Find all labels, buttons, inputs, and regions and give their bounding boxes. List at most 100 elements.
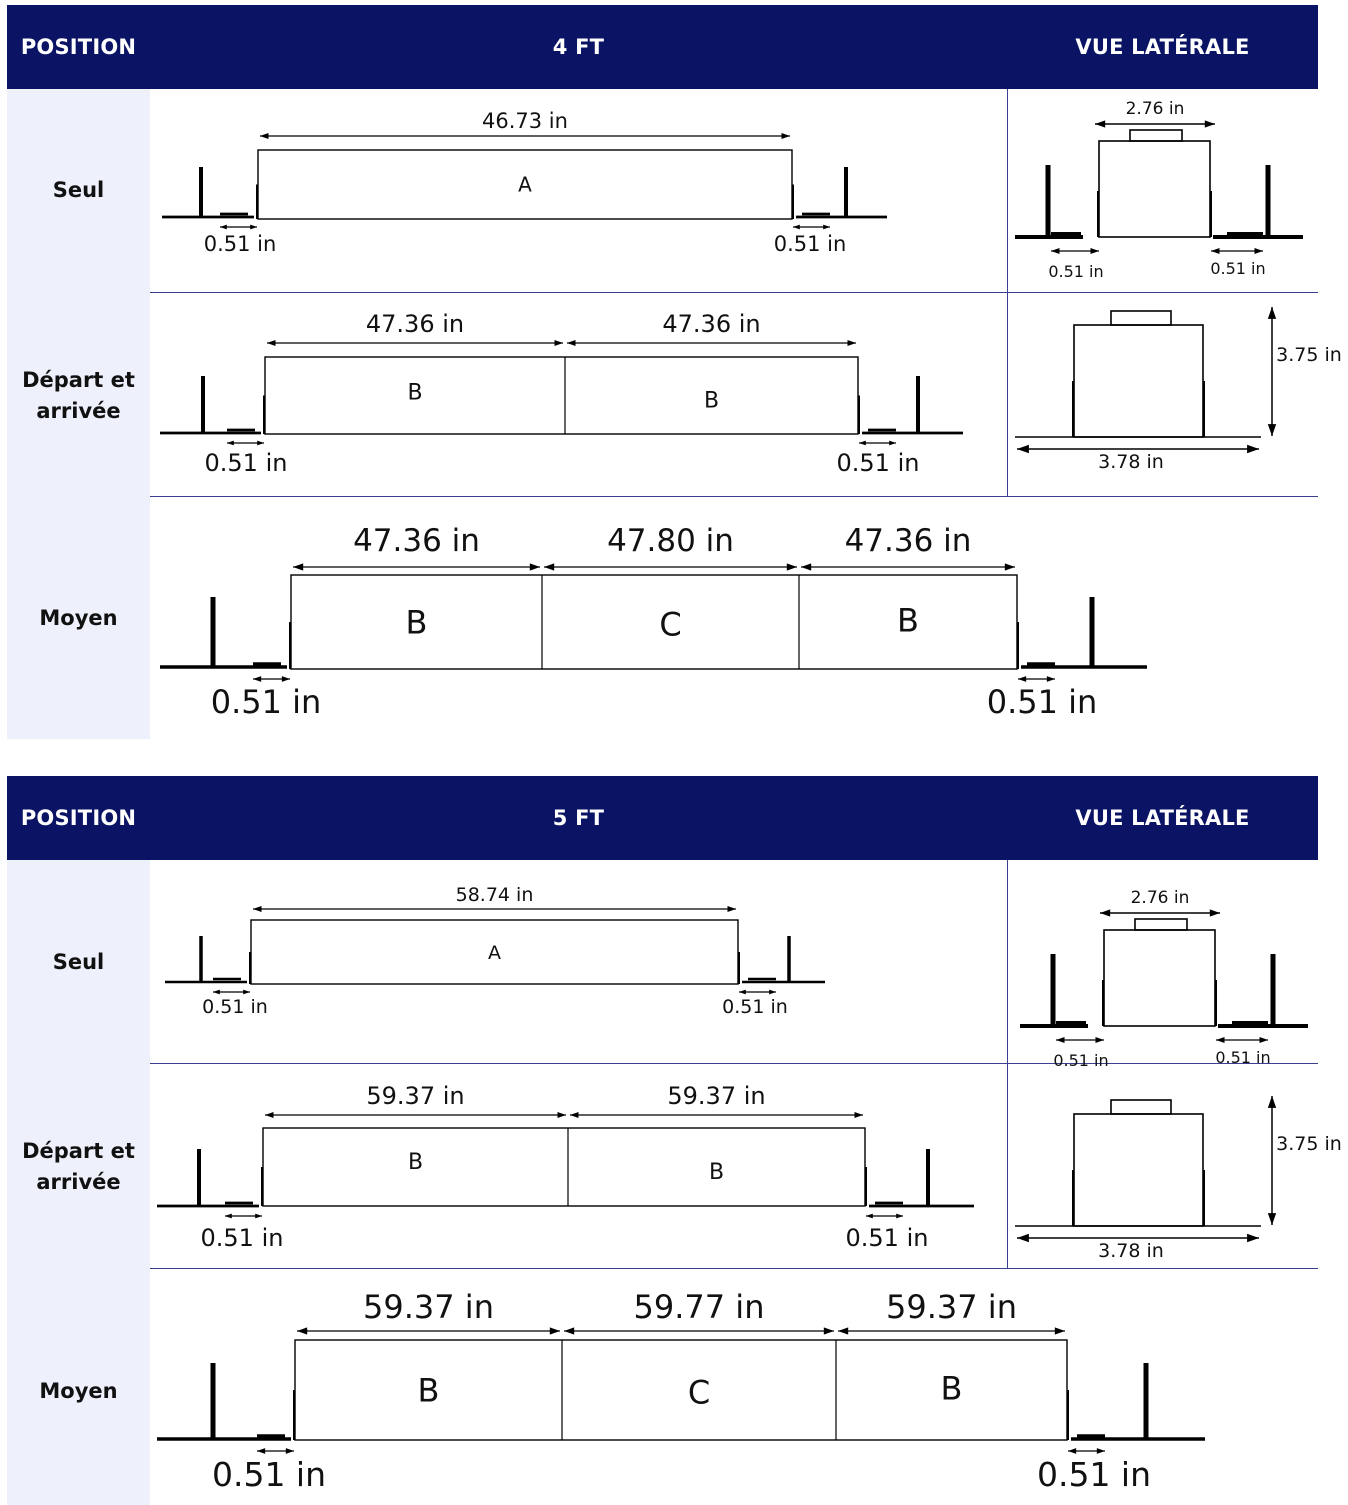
gap-label-right: 0.51 in: [774, 232, 847, 256]
side-height-arrow-head: [1267, 307, 1277, 319]
segment-letter: B: [941, 1370, 963, 1408]
segment-letter: C: [688, 1374, 710, 1412]
gap-arrow-left-head: [257, 440, 264, 446]
segment-letter: A: [488, 942, 501, 964]
side-cap: [1129, 129, 1183, 142]
gap-arrow-right-head: [1068, 1448, 1077, 1454]
gap-arrow-left-head: [253, 676, 262, 682]
row-label-seul: Seul: [52, 950, 105, 974]
gap-arrow-left-head: [225, 1213, 232, 1219]
dimension-arrow-head: [838, 1327, 849, 1335]
side-top-width-label: 2.76 in: [1126, 99, 1185, 119]
header-size: 5 FT: [552, 806, 605, 830]
segment-letter: B: [407, 380, 422, 405]
gap-arrow-left-head: [250, 224, 257, 230]
fixture-body: [262, 1127, 866, 1207]
dimension-arrow-head: [801, 563, 812, 571]
side-gap-arrow-right-head: [1254, 248, 1263, 254]
dimension-arrow-head: [544, 563, 555, 571]
row-label-moyen: Moyen: [39, 606, 118, 630]
gap-label-left: 0.51 in: [201, 1224, 284, 1252]
segment-letter: A: [518, 173, 532, 197]
side-gap-label-right: 0.51 in: [1210, 259, 1265, 278]
table-header: POSITION 5 FT VUE LATÉRALE: [7, 776, 1318, 860]
segment-letter: B: [709, 1160, 724, 1185]
side-height-arrow-head: [1267, 1096, 1277, 1108]
gap-label-right: 0.51 in: [987, 683, 1098, 721]
side-base-width-arrow-head: [1017, 1233, 1029, 1243]
dimension-label: 59.37 in: [667, 1082, 765, 1110]
dimension-arrow-head: [1004, 563, 1015, 571]
side-top-width-arrow-head: [1204, 120, 1215, 128]
segment-letter: B: [704, 388, 719, 413]
row-label-seul: Seul: [52, 178, 105, 202]
side-height-label: 3.75 in: [1276, 344, 1342, 366]
row-divider: [150, 1268, 1318, 1269]
gap-arrow-left-head: [243, 989, 250, 995]
gap-label-right: 0.51 in: [722, 996, 788, 1018]
side-gap-arrow-left-head: [1051, 248, 1060, 254]
side-base-width-label: 3.78 in: [1098, 1240, 1164, 1262]
gap-arrow-right-head: [896, 1213, 903, 1219]
gap-label-left: 0.51 in: [212, 1455, 326, 1494]
dimension-arrow-head: [727, 906, 736, 912]
dimension-label: 59.37 in: [363, 1288, 494, 1326]
side-gap-arrow-right-head: [1211, 248, 1220, 254]
header-position: POSITION: [20, 806, 137, 830]
fixture-body: [257, 149, 793, 220]
gap-label-left: 0.51 in: [205, 449, 288, 477]
side-height-arrow-head: [1267, 424, 1277, 436]
dimension-label: 59.77 in: [634, 1288, 765, 1326]
dimension-arrow-head: [781, 133, 790, 139]
column-divider: [1007, 860, 1008, 1268]
row-divider: [150, 292, 1318, 293]
side-gap-arrow-left-head: [1056, 1037, 1065, 1043]
dimension-arrow-head: [293, 563, 304, 571]
dimension-label: 47.36 in: [662, 310, 760, 338]
side-gap-label-left: 0.51 in: [1048, 262, 1103, 281]
fixture-body: [250, 919, 739, 985]
diagram-5ft: A 58.74 in 0.51 in 0.51 in B 59.37 in B 59.37 i…: [157, 884, 1342, 1494]
side-height-arrow-head: [1267, 1213, 1277, 1225]
gap-arrow-right-head: [859, 440, 866, 446]
row-divider: [150, 1063, 1318, 1064]
dimension-arrow-head: [267, 340, 276, 346]
side-base-width-arrow-head: [1247, 444, 1259, 454]
side-cap: [1110, 310, 1172, 326]
side-top-width-arrow-head: [1100, 909, 1111, 917]
side-height-label: 3.75 in: [1276, 1133, 1342, 1155]
segment-letter: B: [406, 604, 428, 642]
header-side-view: VUE LATÉRALE: [1075, 35, 1250, 59]
side-cap: [1134, 918, 1188, 931]
side-body: [1073, 1113, 1204, 1227]
position-column: [7, 860, 150, 1505]
gap-arrow-right-head: [1018, 676, 1027, 682]
table-5ft: POSITION 5 FT VUE LATÉRALE Seul Départ e…: [7, 776, 1342, 1505]
gap-arrow-right-head: [1046, 676, 1055, 682]
dimension-arrow-head: [823, 1327, 834, 1335]
row-label-depart-arrivee: Départ et arrivée: [22, 368, 135, 423]
dimension-arrow-head: [564, 1327, 575, 1335]
side-top-width-arrow-head: [1209, 909, 1220, 917]
gap-label-left: 0.51 in: [204, 232, 277, 256]
dimension-arrow-head: [529, 563, 540, 571]
dimension-label: 47.36 in: [353, 523, 480, 559]
side-body: [1073, 324, 1204, 438]
segment-letter: C: [659, 606, 681, 644]
table-4ft: POSITION 4 FT VUE LATÉRALE Seul Départ e…: [7, 5, 1342, 739]
dimension-arrow-head: [567, 340, 576, 346]
dimension-label: 59.37 in: [886, 1288, 1017, 1326]
side-top-width-arrow-head: [1095, 120, 1106, 128]
dimension-label: 59.37 in: [366, 1082, 464, 1110]
side-gap-label-left: 0.51 in: [1053, 1051, 1108, 1070]
column-divider: [1007, 89, 1008, 496]
fixture-body: [264, 356, 859, 435]
gap-arrow-left-head: [281, 676, 290, 682]
gap-arrow-left-head: [220, 224, 227, 230]
gap-label-right: 0.51 in: [1037, 1455, 1151, 1494]
diagram-4ft: A 46.73 in 0.51 in 0.51 in B 47.36 in B 47.36 i…: [160, 99, 1342, 721]
dimension-arrow-head: [554, 340, 563, 346]
header-side-view: VUE LATÉRALE: [1075, 806, 1250, 830]
gap-arrow-right-head: [866, 1213, 873, 1219]
side-gap-arrow-right-head: [1259, 1037, 1268, 1043]
